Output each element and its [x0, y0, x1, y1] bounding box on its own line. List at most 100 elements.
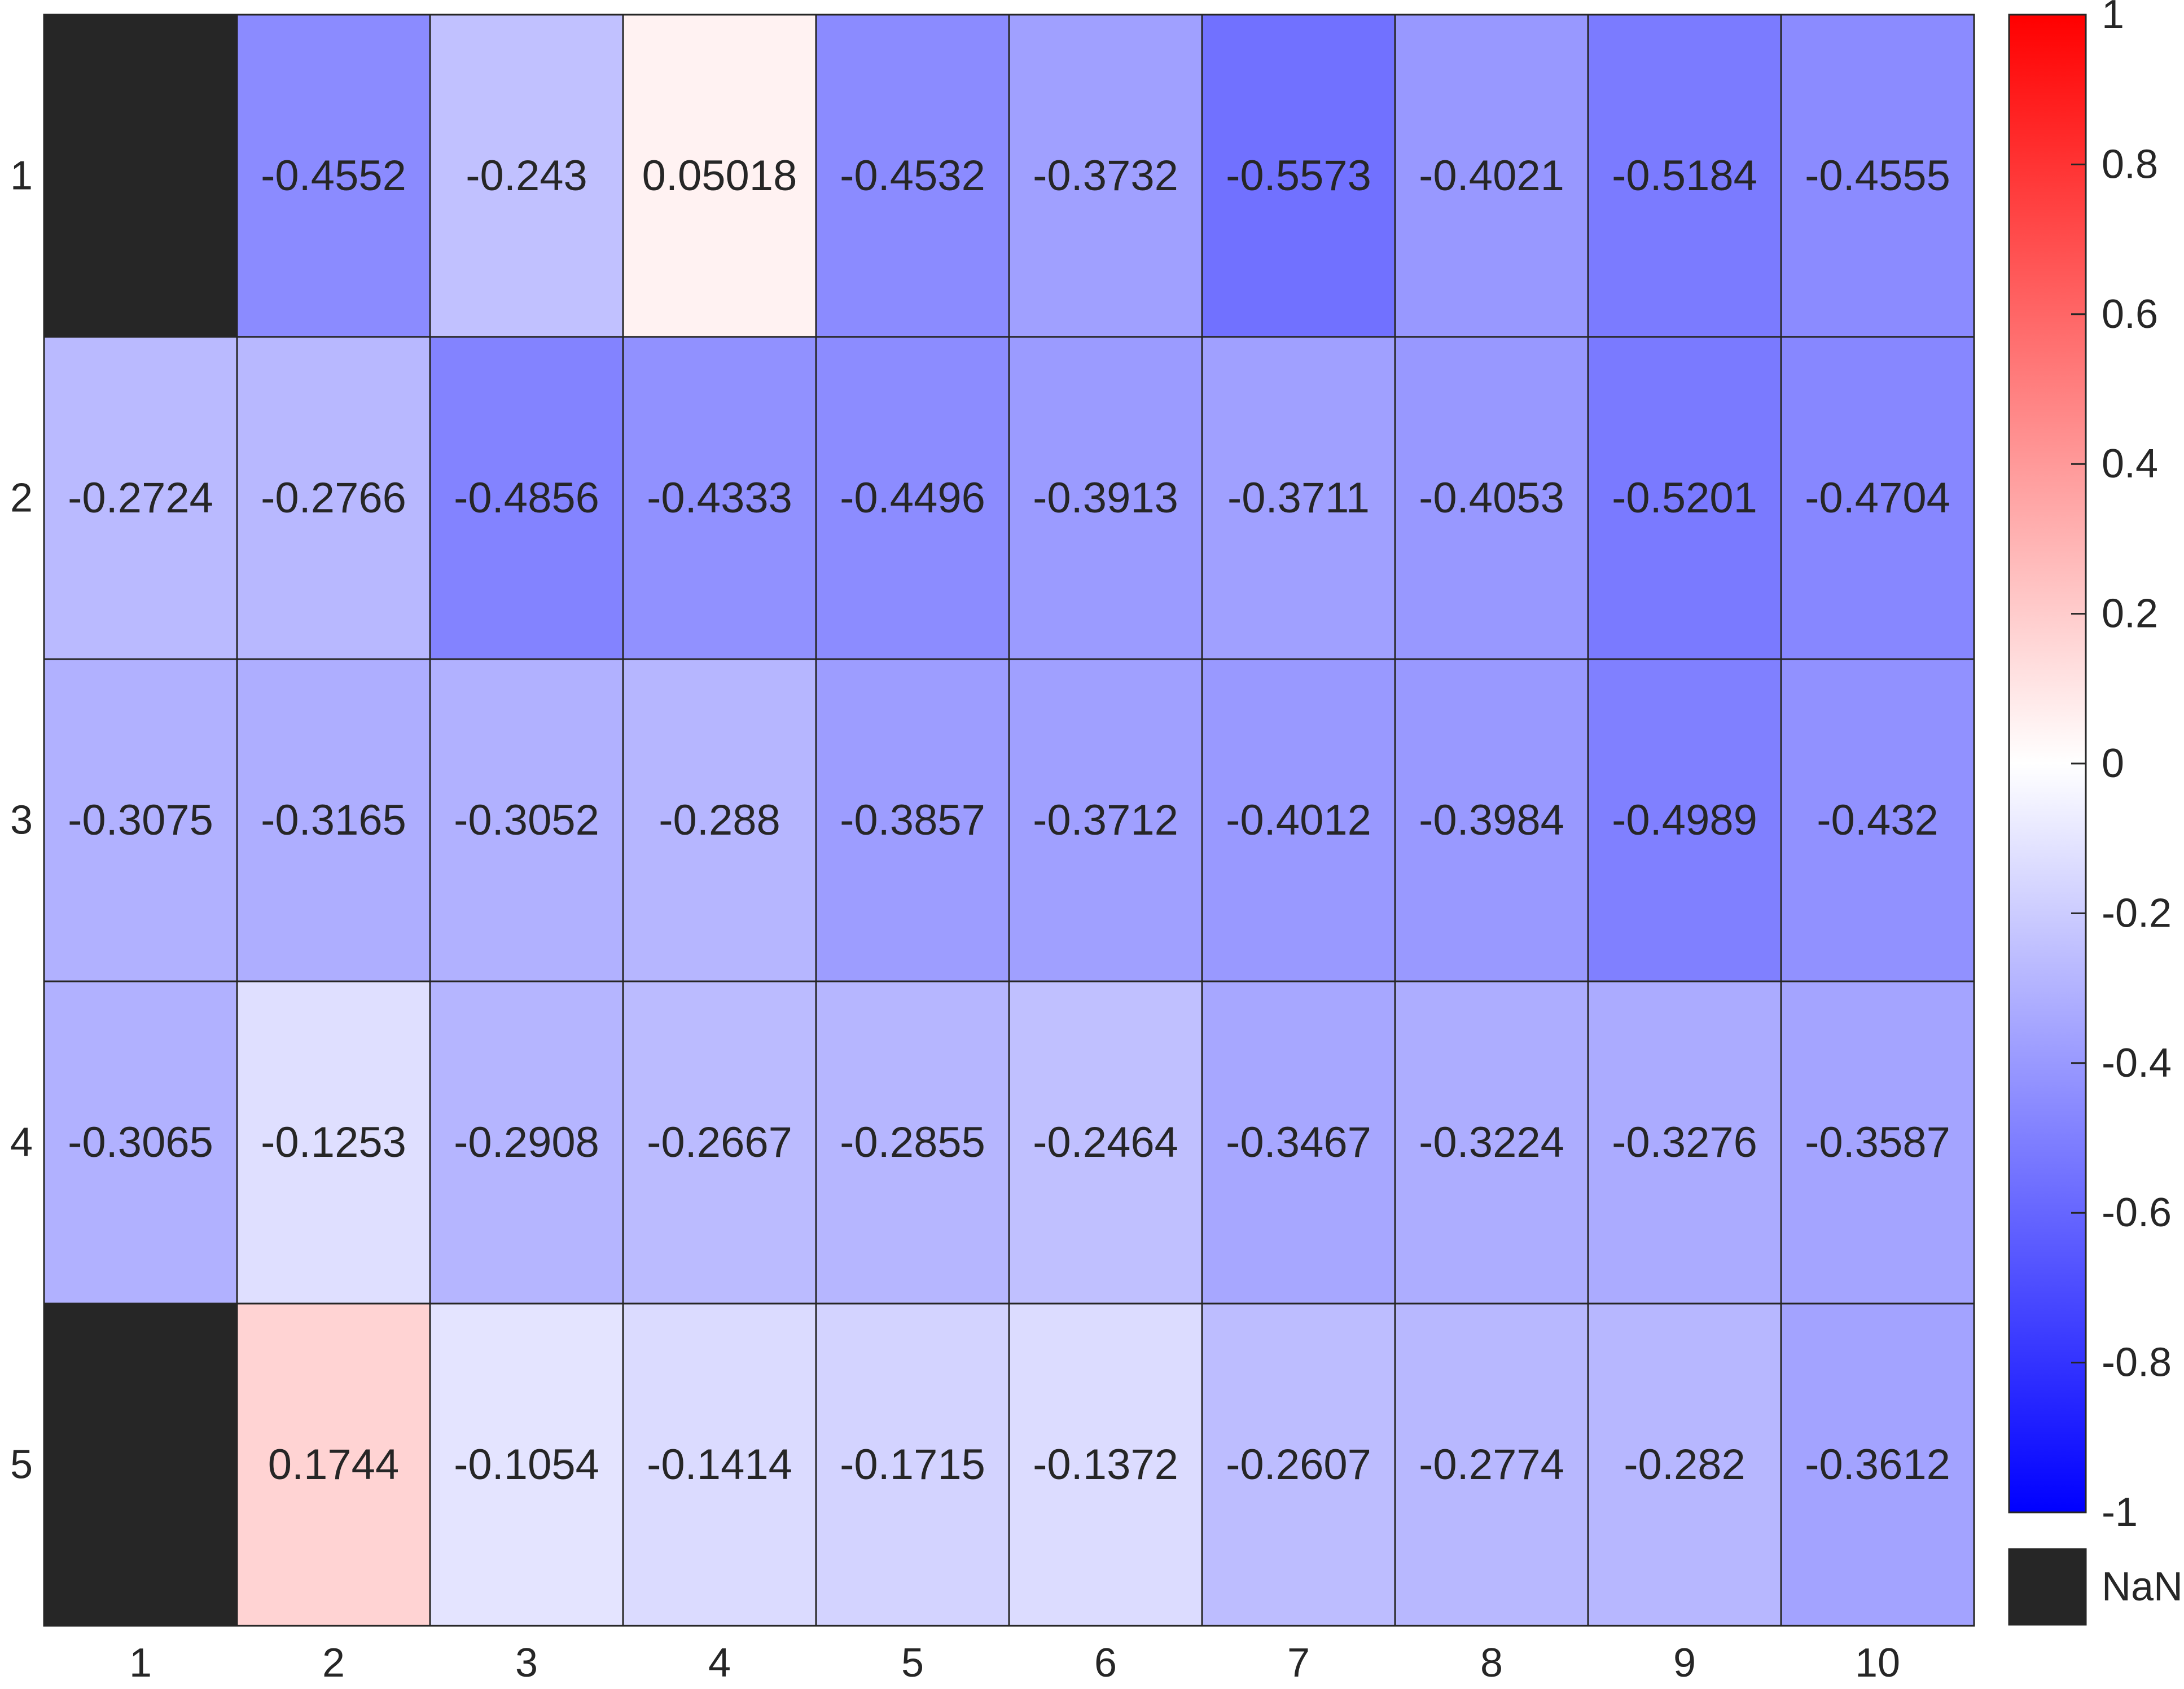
x-tick-label-8: 8: [1480, 1640, 1503, 1686]
heatmap-cell-r2-c10: [1780, 336, 1975, 660]
cell-value-r3-c9: -0.4989: [1612, 796, 1757, 844]
cell-value-r2-c10: -0.4704: [1805, 474, 1950, 522]
cell-value-r5-c5: -0.1715: [840, 1441, 985, 1489]
cell-value-r4-c10: -0.3587: [1805, 1118, 1950, 1166]
cell-value-r1-c7: -0.5573: [1226, 152, 1371, 200]
colorbar-tick-label: -1: [2102, 1490, 2138, 1535]
y-tick-label-2: 2: [10, 476, 33, 521]
heatmap-cell-r3-c2: [236, 658, 431, 982]
heatmap-cell-r2-c5: [815, 336, 1010, 660]
cell-value-r3-c5: -0.3857: [840, 796, 985, 844]
heatmap-cell-r5-c7: [1201, 1302, 1396, 1627]
cell-value-r5-c10: -0.3612: [1805, 1441, 1950, 1489]
heatmap-cell-r2-c9: [1587, 336, 1782, 660]
cell-value-r1-c5: -0.4532: [840, 152, 985, 200]
cell-value-r4-c2: -0.1253: [261, 1118, 406, 1166]
heatmap-cell-r5-c9: [1587, 1302, 1782, 1627]
nan-swatch: [2008, 1548, 2087, 1626]
heatmap-cell-r1-c4: [622, 14, 817, 338]
cell-value-r4-c9: -0.3276: [1612, 1118, 1757, 1166]
heatmap-cells: [43, 14, 1975, 1627]
cell-value-r3-c4: -0.288: [659, 796, 780, 844]
cell-value-r1-c8: -0.4021: [1419, 152, 1564, 200]
cell-value-r2-c7: -0.3711: [1227, 474, 1370, 522]
cell-value-r3-c3: -0.3052: [454, 796, 599, 844]
cell-value-r4-c6: -0.2464: [1033, 1118, 1178, 1166]
colorbar-tick-label: -0.2: [2102, 890, 2172, 936]
heatmap-cell-r4-c5: [815, 980, 1010, 1305]
cell-value-r1-c4: 0.05018: [642, 152, 797, 200]
heatmap-cell-r3-c10: [1780, 658, 1975, 982]
x-tick-label-1: 1: [129, 1640, 152, 1686]
y-axis-tick-labels: 1 2 3 4 5: [10, 153, 33, 1488]
cell-value-r3-c6: -0.3712: [1033, 796, 1178, 844]
heatmap-cell-r5-c1: [43, 1302, 238, 1627]
colorbar-tick-label: -0.8: [2102, 1340, 2172, 1385]
colorbar-tick-label: 0.4: [2102, 441, 2158, 486]
heatmap-cell-r5-c4: [622, 1302, 817, 1627]
y-tick-label-5: 5: [10, 1442, 33, 1488]
cell-value-r2-c5: -0.4496: [840, 474, 985, 522]
x-tick-label-6: 6: [1094, 1640, 1117, 1686]
x-axis-tick-labels: 1 2 3 4 5 6 7 8 9 10: [129, 1640, 1900, 1686]
heatmap-cell-r2-c7: [1201, 336, 1396, 660]
heatmap-cell-r4-c4: [622, 980, 817, 1305]
cell-value-r4-c7: -0.3467: [1226, 1118, 1371, 1166]
colorbar-tick-label: 0.2: [2102, 591, 2158, 637]
heatmap-cell-r1-c1: [43, 14, 238, 338]
y-tick-label-3: 3: [10, 798, 33, 843]
cell-value-r2-c2: -0.2766: [261, 474, 406, 522]
cell-value-r5-c8: -0.2774: [1419, 1441, 1564, 1489]
colorbar-tick-label: 0.6: [2102, 292, 2158, 337]
cell-value-r2-c9: -0.5201: [1612, 474, 1757, 522]
heatmap-cell-r2-c6: [1008, 336, 1203, 660]
heatmap-cell-r3-c9: [1587, 658, 1782, 982]
cell-value-r5-c9: -0.282: [1624, 1441, 1746, 1489]
cell-value-r1-c3: -0.243: [466, 152, 587, 200]
cell-value-r4-c3: -0.2908: [454, 1118, 599, 1166]
cell-value-r3-c10: -0.432: [1817, 796, 1939, 844]
heatmap-cell-r2-c2: [236, 336, 431, 660]
heatmap-cell-r3-c7: [1201, 658, 1396, 982]
colorbar-tick-label: 0.8: [2102, 142, 2158, 187]
cell-value-r5-c2: 0.1744: [268, 1441, 399, 1489]
heatmap-cell-r1-c10: [1780, 14, 1975, 338]
heatmap-cell-r3-c1: [43, 658, 238, 982]
cell-value-r2-c4: -0.4333: [647, 474, 792, 522]
colorbar-tick-label: 0: [2102, 741, 2124, 786]
cell-value-r2-c1: -0.2724: [68, 474, 213, 522]
cell-value-r2-c8: -0.4053: [1419, 474, 1564, 522]
x-tick-label-10: 10: [1855, 1640, 1900, 1686]
heatmap-cell-r4-c6: [1008, 980, 1203, 1305]
cell-value-r5-c6: -0.1372: [1033, 1441, 1178, 1489]
heatmap-cell-r4-c9: [1587, 980, 1782, 1305]
heatmap-cell-r1-c8: [1394, 14, 1589, 338]
x-tick-label-7: 7: [1287, 1640, 1310, 1686]
x-tick-label-9: 9: [1673, 1640, 1696, 1686]
cell-value-r2-c3: -0.4856: [454, 474, 599, 522]
colorbar-tick-label: -0.4: [2102, 1041, 2172, 1086]
heatmap-cell-r1-c6: [1008, 14, 1203, 338]
cell-value-r1-c6: -0.3732: [1033, 152, 1178, 200]
colorbar-tick-label: -0.6: [2102, 1190, 2172, 1235]
cell-value-r1-c9: -0.5184: [1612, 152, 1757, 200]
nan-label: NaN: [2102, 1564, 2183, 1609]
cell-value-r3-c8: -0.3984: [1419, 796, 1564, 844]
heatmap-cell-r4-c7: [1201, 980, 1396, 1305]
heatmap-cell-r2-c8: [1394, 336, 1589, 660]
cell-value-r5-c3: -0.1054: [454, 1441, 599, 1489]
heatmap-cell-r5-c8: [1394, 1302, 1589, 1627]
heatmap-cell-r3-c8: [1394, 658, 1589, 982]
x-tick-label-3: 3: [515, 1640, 538, 1686]
heatmap-cell-r4-c1: [43, 980, 238, 1305]
x-tick-label-4: 4: [708, 1640, 731, 1686]
colorbar-ticks: 1 0.8 0.6 0.4 0.2 0 -0.2 -0.4 -0.6 -0.8 -1: [2071, 0, 2172, 1535]
cell-value-r3-c2: -0.3165: [261, 796, 406, 844]
cell-value-r5-c4: -0.1414: [647, 1441, 792, 1489]
heatmap-cell-r1-c2: [236, 14, 431, 338]
heatmap-cell-r5-c10: [1780, 1302, 1975, 1627]
heatmap-cell-r3-c5: [815, 658, 1010, 982]
cell-value-r2-c6: -0.3913: [1033, 474, 1178, 522]
heatmap-cell-r4-c8: [1394, 980, 1589, 1305]
